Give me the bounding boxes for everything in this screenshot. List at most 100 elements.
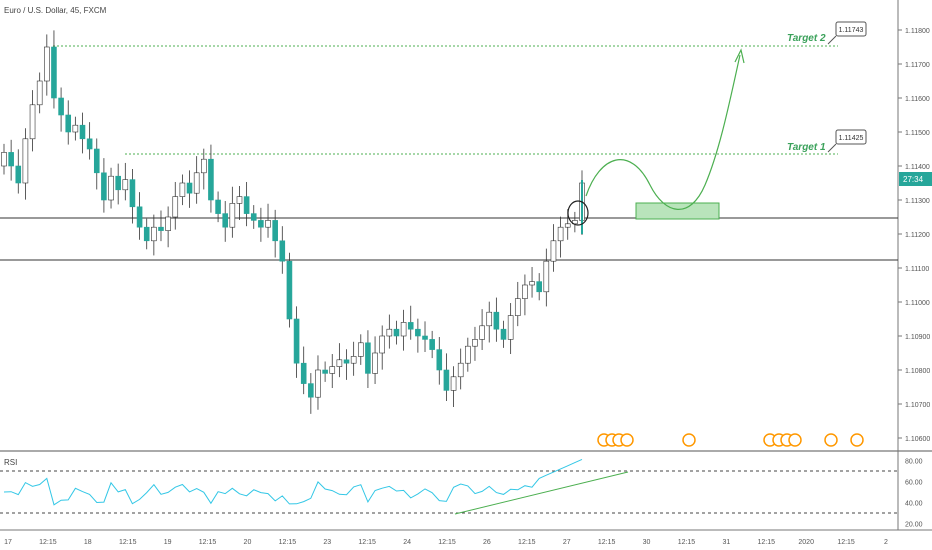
candle — [179, 174, 186, 206]
time-tick-label: 12:15 — [758, 539, 776, 546]
price-tick-label: 1.10700 — [905, 402, 930, 409]
event-flag-icon[interactable] — [620, 433, 634, 447]
candle-body — [422, 335, 428, 340]
candle-body — [165, 216, 171, 231]
candle-body — [243, 196, 250, 214]
candle-body — [215, 199, 221, 214]
candle-body — [436, 349, 443, 371]
time-tick-label: 12:15 — [39, 539, 57, 546]
price-tick-label: 1.11800 — [905, 28, 930, 35]
candle-body — [457, 362, 464, 378]
candle-body — [493, 311, 500, 330]
candle — [65, 100, 72, 145]
candle — [308, 373, 314, 414]
target1-label: Target 1 — [787, 142, 826, 153]
time-tick-label: 12:15 — [119, 539, 137, 546]
time-tick-label: 19 — [164, 539, 172, 546]
rsi-trendline[interactable] — [454, 471, 629, 515]
candle-body — [122, 179, 129, 191]
candle — [129, 169, 136, 224]
candle — [457, 348, 464, 390]
candle — [58, 87, 64, 132]
time-tick-label: 2 — [884, 539, 888, 546]
candle-body — [44, 46, 50, 82]
candle-body — [522, 284, 528, 299]
candle-body — [407, 322, 414, 330]
candle — [258, 207, 264, 242]
candle — [336, 343, 343, 378]
event-flag-icon[interactable] — [788, 433, 802, 447]
candle-body — [350, 356, 357, 364]
candle — [208, 144, 214, 213]
price-tick-label: 1.11400 — [905, 164, 930, 171]
candle-body — [101, 172, 107, 201]
candle-body — [293, 318, 300, 364]
candle — [500, 320, 507, 348]
candle-body — [500, 328, 507, 340]
time-tick-label: 31 — [722, 539, 730, 546]
candle-body — [450, 376, 457, 391]
candle-body — [79, 124, 86, 140]
buy-zone-box[interactable] — [635, 202, 720, 220]
candle — [22, 128, 29, 200]
candle-body — [379, 335, 385, 354]
rsi-label[interactable]: RSI — [4, 458, 17, 467]
candle-body — [179, 182, 186, 197]
time-tick-label: 27 — [563, 539, 571, 546]
candle-body — [15, 165, 22, 184]
candle — [108, 167, 114, 209]
candle — [143, 218, 150, 250]
target1-callout[interactable]: 1.11425 — [827, 129, 867, 153]
price-tick-label: 1.11000 — [905, 300, 930, 307]
candle — [250, 205, 257, 229]
event-flag-icon[interactable] — [682, 433, 696, 447]
candle — [400, 309, 407, 351]
candle — [522, 274, 528, 316]
candle-body — [529, 281, 535, 286]
candle-body — [300, 362, 307, 384]
candle-body — [236, 196, 243, 204]
candle-body — [158, 226, 164, 231]
candle — [44, 34, 50, 96]
price-tick-label: 1.11200 — [905, 232, 930, 239]
candle — [557, 216, 564, 258]
candles — [1, 30, 585, 414]
candle-body — [86, 138, 93, 150]
price-tick-label: 1.10600 — [905, 436, 930, 443]
event-flag-icon[interactable] — [850, 433, 864, 447]
candle-body — [286, 260, 293, 320]
candle — [415, 318, 421, 353]
candle-body — [329, 366, 336, 374]
price-tick-label: 1.11700 — [905, 62, 930, 69]
price-axis: 1.11800 1.11700 1.11600 1.11500 1.11400 1.113… — [898, 28, 930, 443]
candle — [422, 321, 428, 352]
candle — [51, 30, 57, 109]
candle-body — [343, 359, 350, 364]
candle-body — [564, 223, 571, 228]
event-flag-icon[interactable] — [824, 433, 838, 447]
candle-body — [322, 369, 328, 374]
target2-price: 1.11743 — [839, 27, 864, 34]
candle — [379, 325, 385, 370]
candle — [443, 353, 450, 401]
time-axis: 17 12:15 18 12:15 19 12:15 20 12:15 23 12:15 24 12:… — [4, 539, 888, 546]
price-tick-label: 1.10900 — [905, 334, 930, 341]
price-tick-label: 1.11500 — [905, 130, 930, 137]
candle — [101, 158, 107, 213]
time-tick-label: 26 — [483, 539, 491, 546]
candle — [407, 305, 414, 340]
candle — [186, 170, 193, 208]
symbol-title[interactable]: Euro / U.S. Dollar, 45, FXCM — [4, 6, 107, 15]
price-tick-label: 1.11300 — [905, 198, 930, 205]
candle-body — [172, 196, 179, 218]
candle — [315, 355, 321, 410]
candle-body — [372, 352, 378, 374]
candle-body — [479, 325, 485, 340]
target2-callout[interactable]: 1.11743 — [827, 21, 867, 45]
candle — [365, 330, 371, 389]
target1-price: 1.11425 — [839, 135, 864, 142]
time-tick-label: 2020 — [798, 539, 814, 546]
candle — [79, 112, 86, 154]
candle — [450, 366, 457, 408]
time-tick-label: 17 — [4, 539, 12, 546]
